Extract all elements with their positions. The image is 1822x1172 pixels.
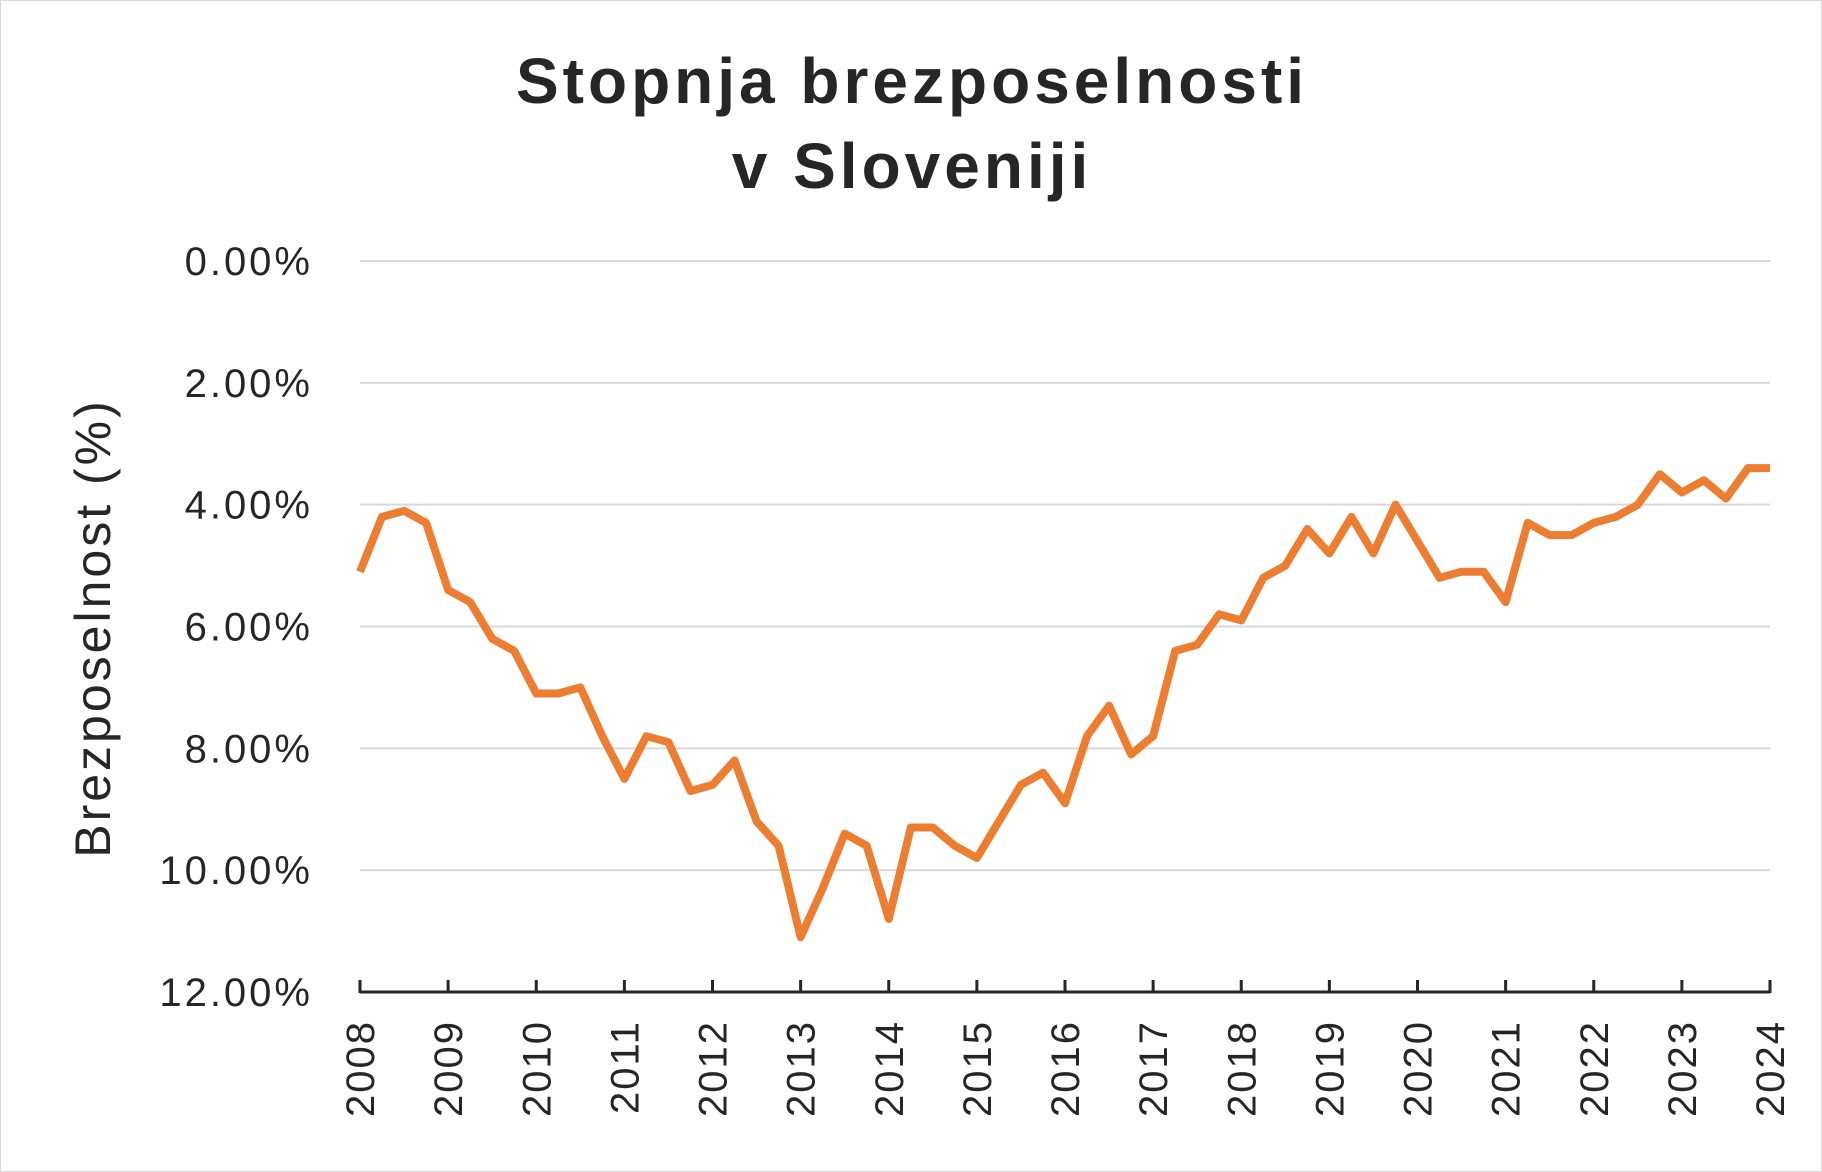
x-tick-label: 2023 (1661, 1020, 1705, 1117)
x-tick-label: 2017 (1132, 1020, 1176, 1117)
x-tick-label: 2012 (692, 1020, 736, 1117)
x-tick-label: 2021 (1485, 1020, 1529, 1117)
series-line (356, 464, 1770, 942)
y-tick-label: 12.00% (159, 971, 313, 1015)
x-axis-tick-labels: 2008 2009 2010 2011 2012 2013 2014 2015 2016 2017… (339, 1020, 1793, 1117)
chart-title-line-1: Stopnja brezposelnosti (516, 45, 1308, 117)
x-tick-label: 2010 (515, 1020, 559, 1117)
series-group (356, 464, 1771, 942)
x-tick-label: 2009 (427, 1020, 471, 1117)
y-tick-label: 6.00% (185, 606, 313, 650)
y-tick-label: 4.00% (185, 484, 313, 528)
x-tick-label: 2016 (1044, 1020, 1088, 1117)
x-tick-label: 2020 (1397, 1020, 1441, 1117)
y-tick-label: 10.00% (159, 849, 313, 893)
chart-title-line-2: v Sloveniji (732, 130, 1093, 202)
y-tick-label: 0.00% (185, 240, 313, 284)
x-axis (358, 980, 1772, 994)
y-tick-label: 8.00% (185, 727, 313, 771)
x-tick-label: 2015 (956, 1020, 1000, 1117)
x-tick-label: 2008 (339, 1020, 383, 1117)
y-axis-label: Brezposelnost (%) (65, 398, 121, 858)
x-tick-label: 2013 (780, 1020, 824, 1117)
y-axis-tick-labels: 0.00% 2.00% 4.00% 6.00% 8.00% 10.00% 12.00% (159, 240, 313, 1015)
x-tick-label: 2011 (603, 1020, 647, 1114)
gridlines (360, 260, 1770, 872)
x-tick-label: 2022 (1573, 1020, 1617, 1117)
x-tick-label: 2018 (1220, 1020, 1264, 1117)
x-tick-label: 2019 (1308, 1020, 1352, 1117)
x-tick-label: 2014 (868, 1020, 912, 1117)
chart-title: Stopnja brezposelnosti v Sloveniji (516, 45, 1308, 202)
y-tick-label: 2.00% (185, 362, 313, 406)
x-tick-label: 2024 (1749, 1020, 1793, 1117)
